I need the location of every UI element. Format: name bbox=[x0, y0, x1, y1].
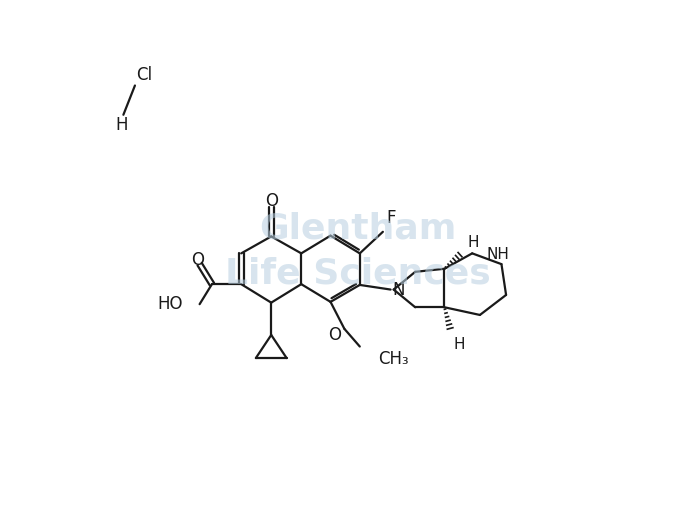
Text: Cl: Cl bbox=[136, 66, 152, 84]
Text: CH₃: CH₃ bbox=[378, 349, 409, 368]
Text: O: O bbox=[329, 326, 341, 344]
Text: NH: NH bbox=[486, 248, 509, 263]
Text: F: F bbox=[387, 209, 396, 227]
Text: O: O bbox=[264, 192, 278, 210]
Text: H: H bbox=[468, 235, 479, 250]
Text: O: O bbox=[191, 251, 205, 268]
Text: H: H bbox=[116, 116, 128, 134]
Text: HO: HO bbox=[157, 295, 182, 313]
Text: H: H bbox=[454, 336, 465, 352]
Text: Glentham
Life Sciences: Glentham Life Sciences bbox=[226, 212, 491, 291]
Text: N: N bbox=[392, 281, 404, 298]
